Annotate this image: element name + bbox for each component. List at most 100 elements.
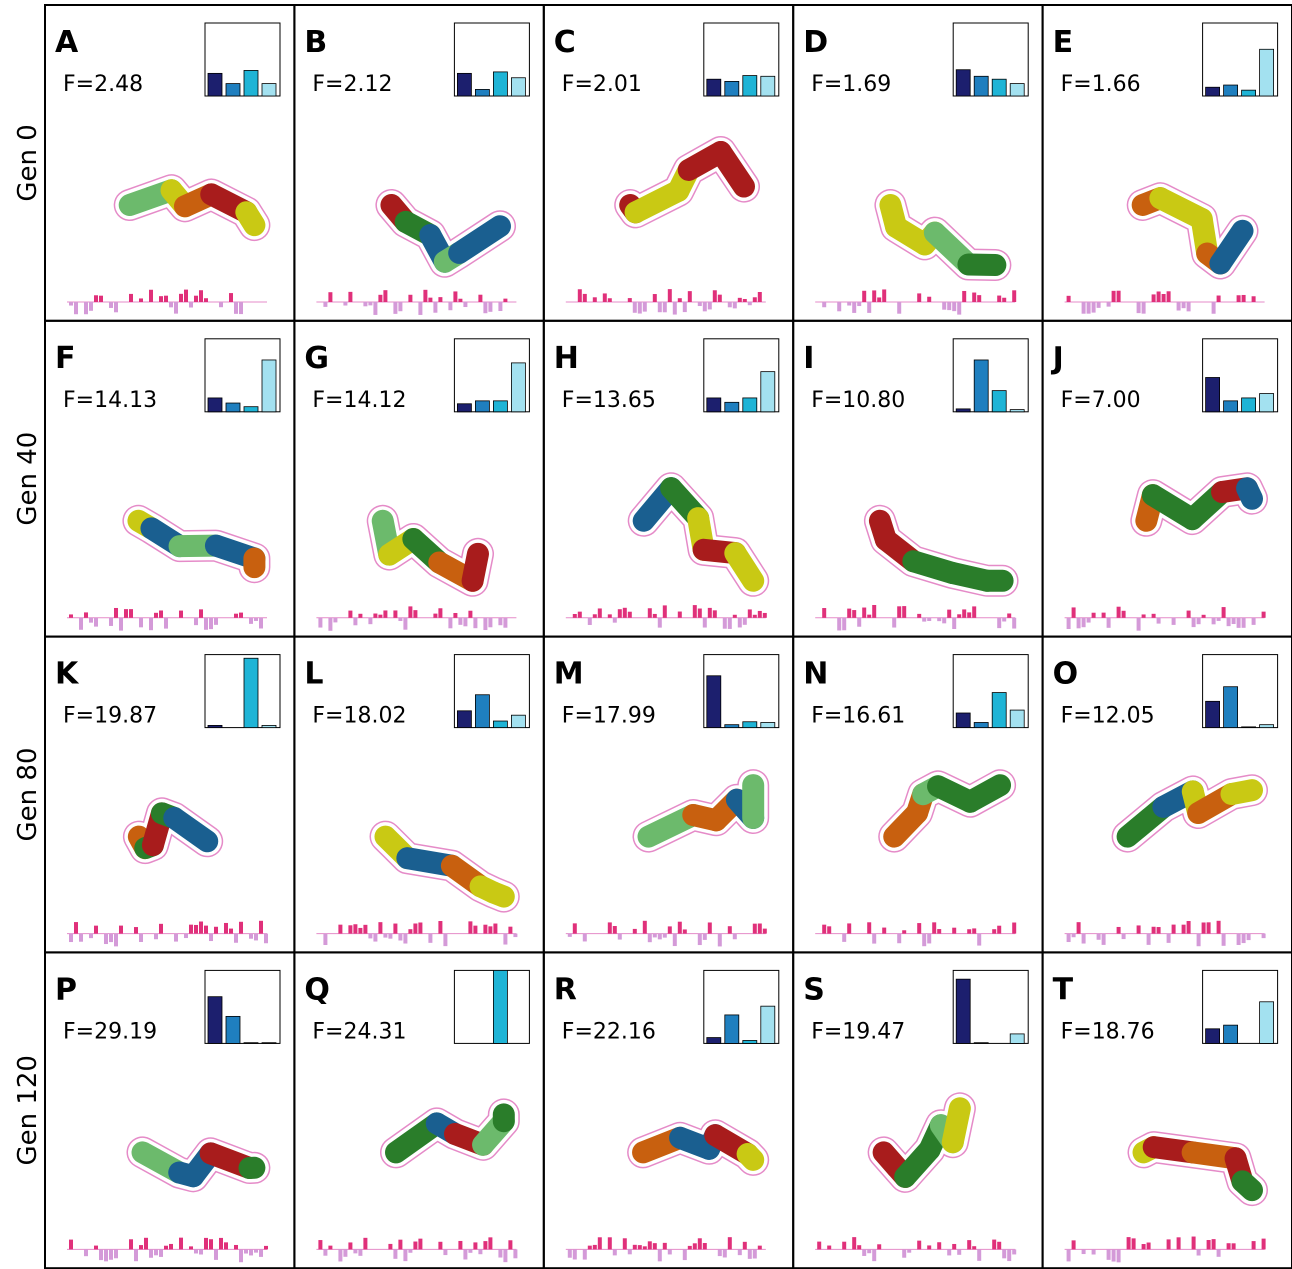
barcode-bar	[229, 293, 233, 302]
inset-bar	[1206, 87, 1220, 96]
fitness: F=14.12	[312, 388, 406, 413]
barcode-bar	[628, 298, 632, 302]
barcode-bar	[328, 618, 332, 631]
barcode-bar	[229, 929, 233, 934]
barcode-bar	[428, 298, 432, 302]
barcode-bar	[184, 290, 188, 302]
barcode-bar	[1187, 611, 1191, 618]
barcode-bar	[1147, 1243, 1151, 1250]
barcode-bar	[1082, 618, 1086, 627]
inset-frame	[953, 339, 1028, 412]
barcode-bar	[259, 921, 263, 934]
barcode-bar	[164, 618, 168, 629]
barcode-bar	[368, 934, 372, 939]
barcode-bar	[917, 1241, 921, 1250]
barcode-bar	[1012, 1249, 1016, 1254]
barcode-bar	[1067, 618, 1071, 629]
panel: DF=1.69	[793, 5, 1042, 321]
panel: IF=10.80	[793, 321, 1042, 637]
inset-bar	[743, 76, 757, 96]
row-label: Gen 0	[13, 124, 43, 201]
barcode-bar	[723, 1249, 727, 1257]
barcode-bar	[733, 302, 737, 308]
panel-letter: O	[1053, 657, 1079, 692]
inset-bar	[992, 693, 1006, 728]
barcode-bar	[383, 934, 387, 938]
panel: TF=18.76	[1043, 952, 1292, 1268]
barcode-bar	[1202, 615, 1206, 618]
barcode-bar	[957, 302, 961, 315]
barcode-bar	[184, 934, 188, 938]
barcode-bar	[1202, 922, 1206, 933]
barcode-bar	[1182, 925, 1186, 934]
barcode-bar	[962, 609, 966, 617]
barcode-bar	[204, 298, 208, 302]
barcode-bar	[1122, 934, 1126, 939]
inset-bar	[1010, 410, 1024, 412]
creature-segment	[246, 212, 254, 225]
fitness: F=29.19	[63, 1019, 157, 1044]
barcode-bar	[264, 934, 268, 944]
barcode-bar	[653, 294, 657, 302]
inset-bar	[1260, 1002, 1274, 1044]
panel-letter: K	[55, 657, 80, 692]
barcode-bar	[493, 924, 497, 934]
inset-bar	[262, 725, 276, 727]
barcode-bar	[753, 615, 757, 618]
inset-bar	[244, 70, 258, 96]
barcode-bar	[448, 618, 452, 629]
barcode-bar	[483, 925, 487, 934]
barcode-bar	[84, 302, 88, 314]
barcode-bar	[738, 298, 742, 302]
barcode-bar	[613, 1249, 617, 1255]
barcode-bar	[857, 1245, 861, 1249]
fitness: F=16.61	[811, 704, 905, 729]
barcode-bar	[1112, 1249, 1116, 1261]
panel-letter: E	[1053, 25, 1074, 60]
barcode-bar	[932, 922, 936, 933]
inset-bar	[1224, 85, 1238, 96]
barcode-bar	[214, 927, 218, 934]
barcode-bar	[1107, 618, 1111, 628]
barcode-bar	[693, 605, 697, 618]
inset-bar	[511, 715, 525, 727]
barcode-bar	[478, 295, 482, 302]
barcode-bar	[363, 925, 367, 934]
inset-bar	[743, 722, 757, 728]
barcode-bar	[69, 302, 73, 306]
barcode-bar	[728, 1237, 732, 1249]
barcode-bar	[1207, 1240, 1211, 1249]
barcode-bar	[154, 1249, 158, 1255]
barcode-bar	[189, 302, 193, 308]
barcode-bar	[358, 1249, 362, 1255]
barcode-bar	[1102, 613, 1106, 618]
barcode-bar	[623, 1238, 627, 1249]
barcode-bar	[498, 618, 502, 625]
barcode-bar	[214, 1249, 218, 1259]
barcode-bar	[343, 302, 347, 306]
barcode-bar	[1242, 618, 1246, 628]
barcode-bar	[688, 1246, 692, 1250]
barcode-bar	[433, 614, 437, 618]
barcode-bar	[139, 298, 143, 302]
inset-bar	[457, 73, 471, 96]
barcode-bar	[733, 615, 737, 618]
barcode-bar	[583, 934, 587, 942]
barcode-bar	[1222, 607, 1226, 618]
barcode-bar	[109, 618, 113, 626]
barcode-bar	[503, 1249, 507, 1262]
barcode-bar	[199, 609, 203, 617]
barcode-bar	[478, 1249, 482, 1254]
barcode-bar	[693, 1243, 697, 1249]
inset-bar	[457, 404, 471, 412]
barcode-bar	[1217, 296, 1221, 302]
barcode-bar	[703, 302, 707, 311]
barcode-bar	[254, 1249, 258, 1252]
barcode-bar	[588, 618, 592, 625]
fitness: F=18.02	[312, 704, 406, 729]
inset-bar	[475, 89, 489, 96]
barcode-bar	[149, 1249, 153, 1257]
barcode-bar	[119, 926, 123, 934]
barcode-bar	[488, 1237, 492, 1249]
barcode-bar	[698, 302, 702, 306]
